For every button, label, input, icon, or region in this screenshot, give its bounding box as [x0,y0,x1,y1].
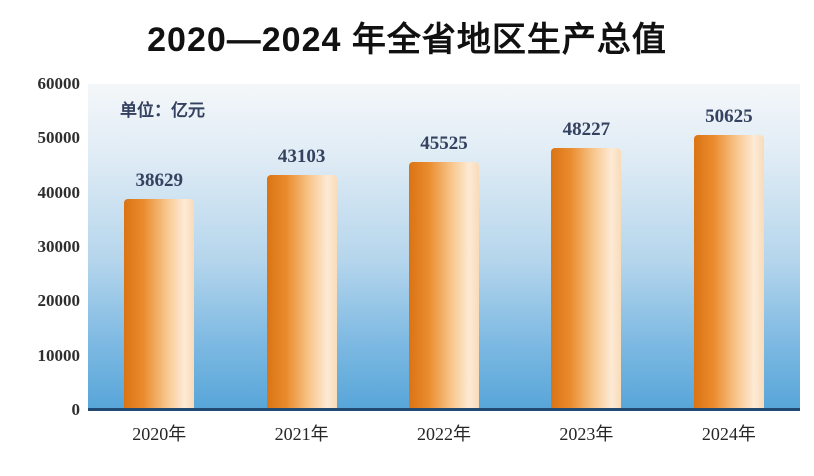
plot-area: 单位：亿元 38629 43103 45525 48227 50625 [88,84,800,411]
bar-value-label: 45525 [420,133,468,155]
bar-slot: 45525 [373,84,515,408]
bar-slot: 43103 [230,84,372,408]
x-tick-label: 2022年 [417,424,472,444]
y-tick-label: 60000 [37,74,81,93]
y-tick-label: 10000 [37,345,81,365]
bar-2022年 [409,162,480,408]
bar-2024年 [693,134,764,408]
bar-value-label: 48227 [562,118,611,140]
bar-slot: 50625 [658,84,800,408]
x-tick-label: 2020年 [132,424,187,444]
bar-2023年 [551,147,622,408]
x-tick-label: 2023年 [559,424,614,444]
bar-value-label: 43103 [277,146,326,168]
x-tick-label: 2024年 [701,424,756,444]
bar-value-label: 38629 [135,170,183,192]
x-axis: 2020年 2021年 2022年 2023年 2024年 [88,420,800,446]
bar-2021年 [266,175,337,408]
bar-slot: 38629 [88,84,230,408]
bar-slot: 48227 [515,84,657,408]
y-tick-label: 30000 [37,236,81,256]
y-axis: 60000 50000 40000 30000 20000 10000 0 [0,74,81,420]
y-tick-label: 40000 [37,182,81,202]
bar-value-label: 50625 [705,105,753,127]
unit-label: 单位：亿元 [120,101,205,120]
y-tick-label: 0 [71,399,81,419]
y-tick-label: 50000 [37,128,81,148]
x-tick-label: 2021年 [274,424,329,444]
chart-title: 2020—2024 年全省地区生产总值 [147,21,667,59]
y-tick-label: 20000 [37,291,81,311]
bar-2020年 [124,199,195,408]
